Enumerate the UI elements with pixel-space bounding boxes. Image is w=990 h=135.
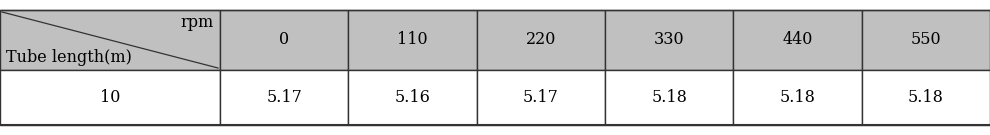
Text: 10: 10 [100, 89, 120, 106]
Text: 440: 440 [782, 31, 813, 48]
Bar [861, 70, 990, 125]
Bar [861, 10, 990, 70]
Text: 5.17: 5.17 [266, 89, 302, 106]
Bar [220, 70, 348, 125]
Text: 5.18: 5.18 [908, 89, 943, 106]
Bar [734, 70, 861, 125]
Text: 0: 0 [279, 31, 289, 48]
Bar [348, 10, 476, 70]
Text: 5.16: 5.16 [395, 89, 431, 106]
Text: 5.18: 5.18 [651, 89, 687, 106]
Bar [605, 10, 734, 70]
Text: rpm: rpm [181, 14, 214, 31]
Text: 330: 330 [653, 31, 684, 48]
Bar [0, 10, 220, 70]
Text: 5.18: 5.18 [779, 89, 816, 106]
Text: 550: 550 [911, 31, 941, 48]
Bar [734, 10, 861, 70]
Bar [476, 70, 605, 125]
Bar [220, 10, 348, 70]
Bar [0, 70, 220, 125]
Text: Tube length(m): Tube length(m) [6, 49, 132, 66]
Bar [476, 10, 605, 70]
Bar [605, 70, 734, 125]
Bar [348, 70, 476, 125]
Text: 110: 110 [397, 31, 428, 48]
Text: 5.17: 5.17 [523, 89, 558, 106]
Text: 220: 220 [526, 31, 556, 48]
